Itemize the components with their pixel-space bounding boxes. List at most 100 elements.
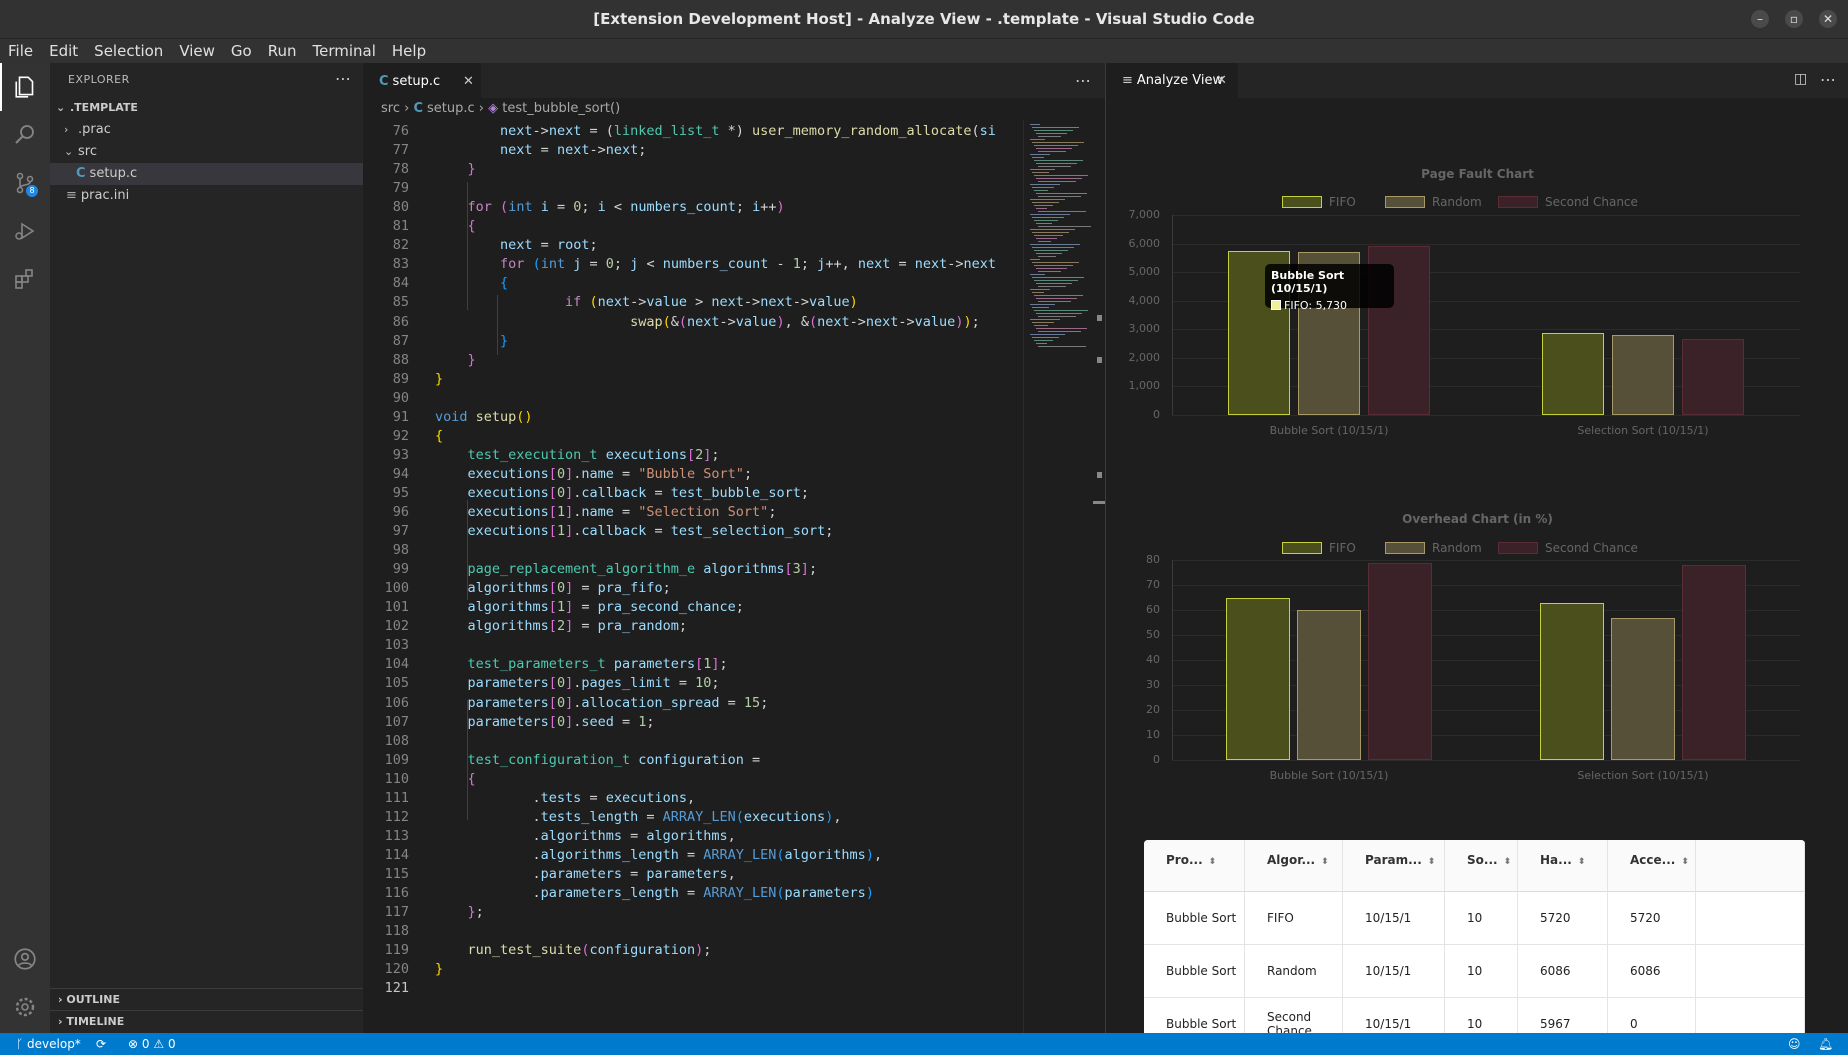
line-number: 102 bbox=[384, 618, 409, 635]
table-cell-text: Second Chance bbox=[1267, 1010, 1312, 1033]
breadcrumb-folder[interactable]: src bbox=[381, 101, 400, 116]
menu-view[interactable]: View bbox=[179, 42, 215, 60]
bar-random bbox=[1612, 335, 1674, 415]
more-actions-icon[interactable]: ⋯ bbox=[335, 69, 351, 88]
activity-bar: 8 bbox=[0, 63, 50, 1033]
line-number: 90 bbox=[392, 389, 409, 406]
editor-more-actions-icon[interactable]: ⋯ bbox=[1075, 71, 1091, 90]
breadcrumb-file[interactable]: setup.c bbox=[427, 101, 475, 116]
chevron-right-icon: › bbox=[404, 101, 414, 116]
tree-item-src[interactable]: ⌄ src bbox=[50, 141, 363, 163]
account-icon[interactable] bbox=[0, 935, 50, 983]
minimap-line bbox=[1030, 274, 1045, 275]
sort-icon[interactable]: ⬍ bbox=[1503, 857, 1512, 867]
code-line: } bbox=[435, 961, 444, 978]
gridline bbox=[1172, 585, 1800, 586]
feedback-icon[interactable]: ☺ bbox=[1788, 1037, 1801, 1051]
menu-edit[interactable]: Edit bbox=[49, 42, 79, 60]
line-number: 84 bbox=[392, 275, 409, 292]
scroll-marker bbox=[1097, 315, 1102, 321]
outline-section[interactable]: › OUTLINE bbox=[50, 988, 363, 1010]
close-tab-icon[interactable]: ✕ bbox=[463, 74, 474, 89]
minimap-line bbox=[1034, 325, 1048, 326]
tree-item-prac[interactable]: › .prac bbox=[50, 119, 363, 141]
menu-selection[interactable]: Selection bbox=[94, 42, 164, 60]
scroll-thumb[interactable] bbox=[1093, 501, 1105, 504]
minimap-line bbox=[1036, 343, 1047, 344]
line-number: 115 bbox=[384, 865, 409, 882]
tab-analyze-view[interactable]: ≡ Analyze View ✕ bbox=[1106, 63, 1238, 98]
minimap-line bbox=[1038, 196, 1081, 197]
table-cell: Bubble Sort bbox=[1144, 892, 1245, 945]
menu-terminal[interactable]: Terminal bbox=[312, 42, 376, 60]
scroll-marker bbox=[1097, 357, 1102, 363]
sort-icon[interactable]: ⬍ bbox=[1208, 857, 1217, 867]
column-header-label: Ha... bbox=[1540, 853, 1572, 867]
legend-swatch bbox=[1498, 542, 1538, 554]
column-header[interactable]: Ha... ⬍ bbox=[1518, 840, 1608, 892]
branch-name: develop* bbox=[27, 1037, 81, 1051]
legend-swatch bbox=[1385, 542, 1425, 554]
run-debug-icon[interactable] bbox=[0, 207, 50, 255]
column-header[interactable]: So... ⬍ bbox=[1445, 840, 1518, 892]
explorer-icon[interactable] bbox=[0, 63, 50, 111]
table-cell: 10/15/1 bbox=[1343, 892, 1445, 945]
column-header[interactable]: Acce... ⬍ bbox=[1608, 840, 1696, 892]
legend-label: Random bbox=[1432, 541, 1482, 555]
workspace-root[interactable]: ⌄ .TEMPLATE bbox=[50, 97, 363, 119]
tooltip-title: Bubble Sort (10/15/1) bbox=[1271, 269, 1345, 295]
minimap[interactable] bbox=[1023, 120, 1093, 1033]
notifications-bell-icon[interactable]: 🔔︎ bbox=[1818, 1037, 1834, 1051]
code-line: { bbox=[467, 770, 476, 787]
maximize-button[interactable]: ▫ bbox=[1785, 10, 1803, 28]
menu-run[interactable]: Run bbox=[267, 42, 297, 60]
timeline-section[interactable]: › TIMELINE bbox=[50, 1010, 363, 1032]
code-line: parameters[0].pages_limit = 10; bbox=[467, 675, 720, 692]
close-window-button[interactable]: ✕ bbox=[1819, 10, 1837, 28]
sort-icon[interactable]: ⬍ bbox=[1577, 857, 1586, 867]
source-control-icon[interactable]: 8 bbox=[0, 159, 50, 207]
gridline bbox=[1172, 415, 1800, 416]
minimap-line bbox=[1034, 190, 1048, 191]
menu-help[interactable]: Help bbox=[391, 42, 427, 60]
table-cell-text: 10 bbox=[1467, 911, 1483, 925]
x-tick-label: Bubble Sort (10/15/1) bbox=[1269, 769, 1389, 782]
close-tab-icon[interactable]: ✕ bbox=[1216, 73, 1227, 88]
sort-icon[interactable]: ⬍ bbox=[1681, 857, 1689, 867]
minimap-line bbox=[1034, 205, 1053, 206]
menu-go[interactable]: Go bbox=[230, 42, 252, 60]
settings-gear-icon[interactable] bbox=[0, 983, 50, 1031]
minimap-line bbox=[1038, 346, 1086, 347]
editor-scrollbar[interactable] bbox=[1093, 120, 1105, 1033]
breadcrumb-symbol[interactable]: test_bubble_sort() bbox=[502, 101, 621, 116]
column-header[interactable]: Pro... ⬍ bbox=[1144, 840, 1245, 892]
line-number: 107 bbox=[384, 713, 409, 730]
extensions-icon[interactable] bbox=[0, 255, 50, 303]
gridline bbox=[1172, 660, 1800, 661]
code-line: .tests = executions, bbox=[435, 789, 696, 806]
split-editor-icon[interactable]: ◫ bbox=[1794, 71, 1808, 87]
sort-icon[interactable]: ⬍ bbox=[1427, 857, 1436, 867]
code-area[interactable]: 76 next->next = (linked_list_t *) user_m… bbox=[363, 120, 1013, 1033]
search-icon[interactable] bbox=[0, 111, 50, 159]
page-fault-chart: Page Fault Chart FIFO Random Second Chance 7… bbox=[1106, 98, 1848, 458]
problems-status[interactable]: ⊗ 0 ⚠ 0 bbox=[128, 1033, 176, 1055]
column-header[interactable]: Algor... ⬍ bbox=[1245, 840, 1343, 892]
branch-status[interactable]: ᚴ develop* bbox=[16, 1033, 81, 1055]
c-file-icon: C bbox=[76, 166, 86, 181]
y-tick-label: 40 bbox=[1146, 653, 1160, 666]
sort-icon[interactable]: ⬍ bbox=[1321, 857, 1329, 867]
table-cell: Second Chance bbox=[1245, 998, 1343, 1033]
legend-swatch bbox=[1282, 196, 1322, 208]
table-cell-text: 5720 bbox=[1540, 911, 1571, 925]
menu-file[interactable]: File bbox=[8, 42, 34, 60]
column-header[interactable]: Param... ⬍ bbox=[1343, 840, 1445, 892]
bar-second-chance bbox=[1682, 339, 1744, 415]
tree-item-prac-ini[interactable]: ≡ prac.ini bbox=[50, 185, 363, 207]
minimize-button[interactable]: – bbox=[1751, 10, 1769, 28]
sync-icon[interactable]: ⟳ bbox=[96, 1037, 107, 1051]
panel-more-actions-icon[interactable]: ⋯ bbox=[1820, 70, 1836, 89]
